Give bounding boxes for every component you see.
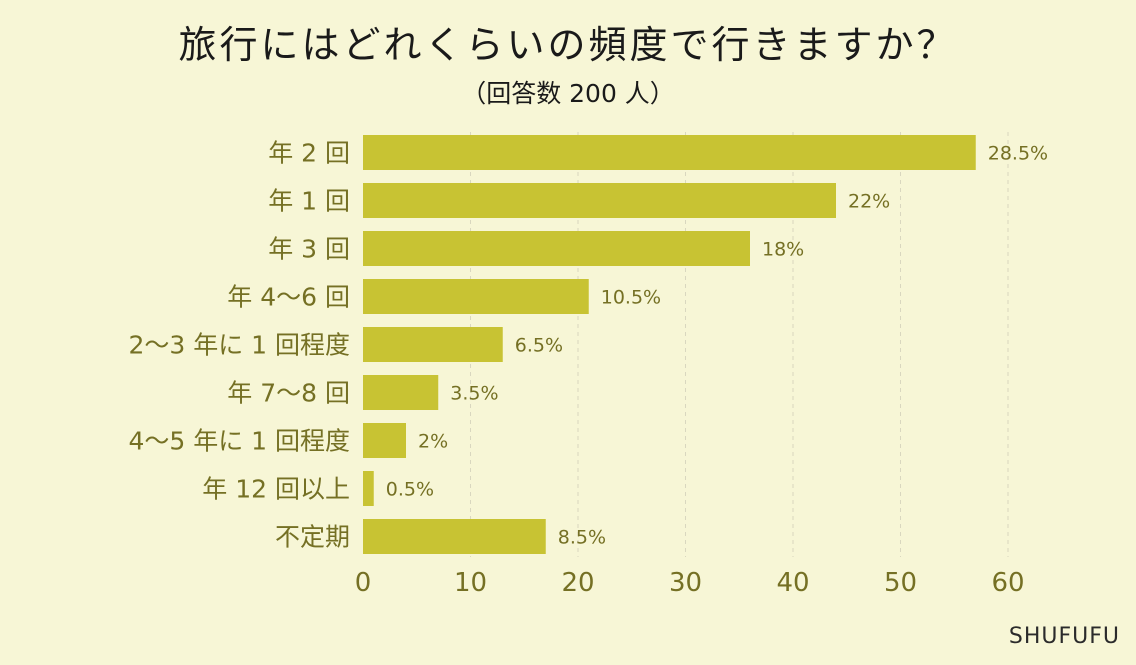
category-label: 年 12 回以上 (202, 475, 350, 504)
category-label: 年 1 回 (268, 187, 350, 216)
data-label: 10.5% (601, 287, 661, 309)
bar (363, 327, 503, 362)
x-tick-label: 10 (454, 568, 487, 598)
data-label: 6.5% (515, 335, 563, 357)
category-label: 年 3 回 (268, 235, 350, 264)
data-label: 0.5% (386, 479, 434, 501)
x-tick-label: 30 (669, 568, 702, 598)
data-label: 18% (762, 239, 804, 261)
data-label: 22% (848, 191, 890, 213)
chart-subtitle: （回答数 200 人） (461, 79, 675, 108)
bar (363, 471, 374, 506)
x-tick-label: 60 (991, 568, 1024, 598)
x-tick-label: 40 (776, 568, 809, 598)
category-label: 2〜3 年に 1 回程度 (128, 331, 350, 360)
category-label: 年 4〜6 回 (227, 283, 350, 312)
category-label: 不定期 (275, 523, 350, 552)
brand-logo-text: SHUFUFU (1008, 624, 1120, 649)
data-label: 28.5% (988, 143, 1048, 165)
x-tick-label: 50 (884, 568, 917, 598)
bar (363, 279, 589, 314)
bar (363, 135, 976, 170)
data-label: 3.5% (450, 383, 498, 405)
bar (363, 519, 546, 554)
category-label: 年 7〜8 回 (227, 379, 350, 408)
bar (363, 423, 406, 458)
data-label: 8.5% (558, 527, 606, 549)
data-label: 2% (418, 431, 448, 453)
bar (363, 183, 836, 218)
bar (363, 375, 439, 410)
x-tick-label: 0 (355, 568, 372, 598)
chart-title: 旅行にはどれくらいの頻度で行きますか？ (178, 23, 958, 67)
x-tick-label: 20 (561, 568, 594, 598)
bar (363, 231, 750, 266)
category-label: 4〜5 年に 1 回程度 (128, 427, 350, 456)
category-label: 年 2 回 (268, 139, 350, 168)
